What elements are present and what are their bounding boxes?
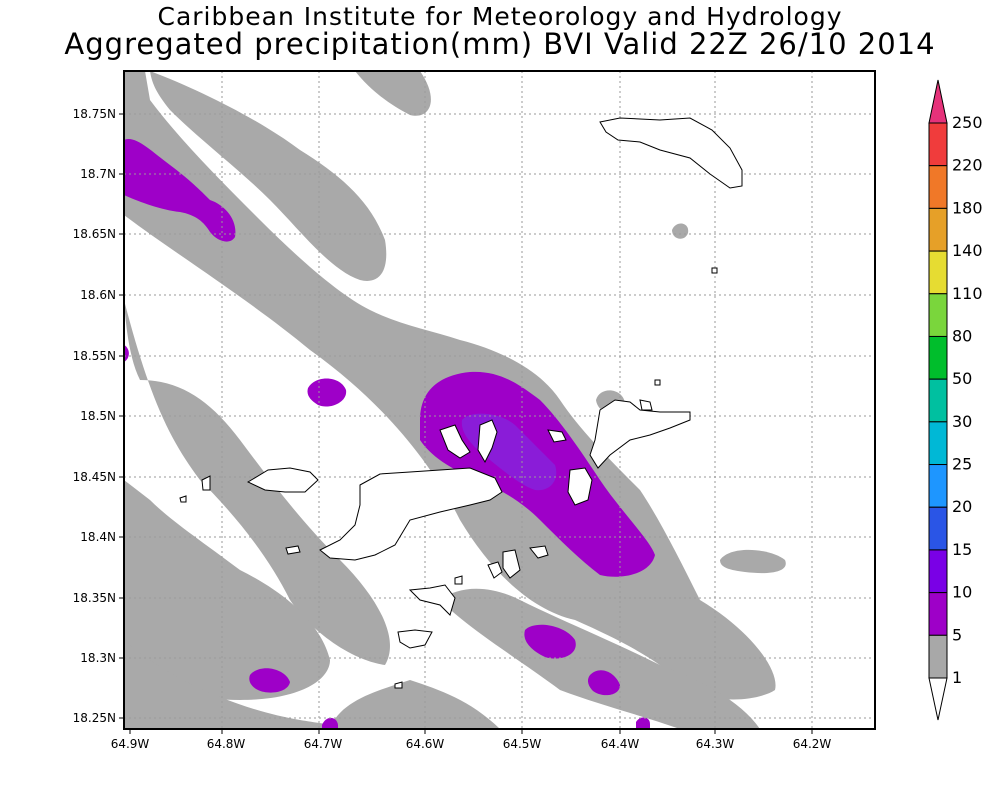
lat-label: 18.65N bbox=[73, 227, 116, 241]
island-guana bbox=[477, 419, 498, 464]
lon-tick-marks bbox=[129, 729, 813, 734]
island-islet-2 bbox=[201, 475, 211, 491]
island-cooper bbox=[487, 561, 503, 579]
colorbar-label: 1 bbox=[952, 668, 962, 687]
colorbar-label: 180 bbox=[952, 198, 983, 217]
colorbar-cell bbox=[928, 165, 948, 209]
island-islet-3 bbox=[654, 379, 661, 386]
island-great-thatch bbox=[285, 545, 301, 555]
plot-frame bbox=[123, 70, 876, 730]
colorbar-cell bbox=[928, 122, 948, 167]
colorbar-label: 50 bbox=[952, 369, 972, 388]
lat-label: 18.3N bbox=[80, 651, 116, 665]
colorbar-label: 5 bbox=[952, 625, 962, 644]
colorbar-top-arrow bbox=[928, 79, 948, 124]
lon-label: 64.7W bbox=[304, 737, 343, 751]
title-institute: Caribbean Institute for Meteorology and … bbox=[157, 2, 843, 31]
colorbar-cell bbox=[928, 335, 948, 380]
colorbar-cell bbox=[928, 250, 948, 295]
island-islet-4 bbox=[639, 399, 653, 411]
lon-label: 64.3W bbox=[696, 737, 735, 751]
lat-label: 18.25N bbox=[73, 711, 116, 725]
colorbar-cell bbox=[928, 378, 948, 423]
island-virgin-gorda-south bbox=[567, 467, 593, 506]
lat-label: 18.45N bbox=[73, 470, 116, 484]
colorbar-label: 10 bbox=[952, 583, 972, 602]
colorbar-label: 80 bbox=[952, 326, 972, 345]
graticule bbox=[124, 71, 875, 729]
lon-label: 64.6W bbox=[406, 737, 445, 751]
colorbar-bottom-arrow bbox=[928, 677, 948, 721]
lon-label: 64.5W bbox=[503, 737, 542, 751]
colorbar-label: 220 bbox=[952, 156, 983, 175]
island-salt bbox=[502, 549, 521, 579]
island-islet-1 bbox=[179, 495, 187, 503]
island-peter bbox=[397, 629, 433, 649]
colorbar-label: 250 bbox=[952, 113, 983, 132]
lon-label: 64.2W bbox=[793, 737, 832, 751]
island-outlines bbox=[179, 117, 743, 689]
colorbar-cell bbox=[928, 464, 948, 508]
island-islet-6 bbox=[454, 575, 463, 585]
colorbar-label: 30 bbox=[952, 412, 972, 431]
lat-label: 18.35N bbox=[73, 591, 116, 605]
lat-label: 18.4N bbox=[80, 530, 116, 544]
island-ginger bbox=[529, 545, 549, 559]
colorbar-label: 15 bbox=[952, 540, 972, 559]
island-islet-5 bbox=[711, 267, 718, 274]
colorbar-label: 25 bbox=[952, 455, 972, 474]
island-jost-van-dyke bbox=[246, 467, 319, 493]
colorbar: 250 220 180 140 110 80 50 30 25 20 15 10 5 1 bbox=[928, 79, 983, 721]
lat-label: 18.7N bbox=[80, 167, 116, 181]
island-anegada bbox=[599, 117, 743, 189]
lon-label: 64.4W bbox=[601, 737, 640, 751]
colorbar-cell bbox=[928, 207, 948, 252]
colorbar-cell bbox=[928, 506, 948, 551]
colorbar-cell bbox=[928, 293, 948, 337]
island-tortola bbox=[319, 467, 503, 561]
lon-label: 64.9W bbox=[111, 737, 150, 751]
colorbar-cell bbox=[928, 549, 948, 594]
lon-labels: 64.9W 64.8W 64.7W 64.6W 64.5W 64.4W 64.3… bbox=[111, 737, 832, 751]
lat-labels: 18.75N 18.7N 18.65N 18.6N 18.55N 18.5N 1… bbox=[73, 107, 116, 725]
lat-label: 18.5N bbox=[80, 409, 116, 423]
island-virgin-gorda bbox=[589, 399, 691, 469]
colorbar-label: 140 bbox=[952, 241, 983, 260]
colorbar-cell bbox=[928, 634, 948, 679]
lat-tick-marks bbox=[119, 113, 124, 719]
island-norman bbox=[408, 584, 456, 616]
colorbar-label: 110 bbox=[952, 284, 983, 303]
colorbar-label: 20 bbox=[952, 497, 972, 516]
island-great-camanoe bbox=[547, 429, 567, 443]
title-product: Aggregated precipitation(mm) BVI Valid 2… bbox=[64, 27, 936, 61]
island-islet-7 bbox=[394, 681, 403, 689]
colorbar-cell bbox=[928, 592, 948, 636]
lat-label: 18.55N bbox=[73, 349, 116, 363]
lon-label: 64.8W bbox=[207, 737, 246, 751]
colorbar-cell bbox=[928, 421, 948, 466]
island-beef-island bbox=[439, 424, 471, 459]
lat-label: 18.75N bbox=[73, 107, 116, 121]
lat-label: 18.6N bbox=[80, 288, 116, 302]
